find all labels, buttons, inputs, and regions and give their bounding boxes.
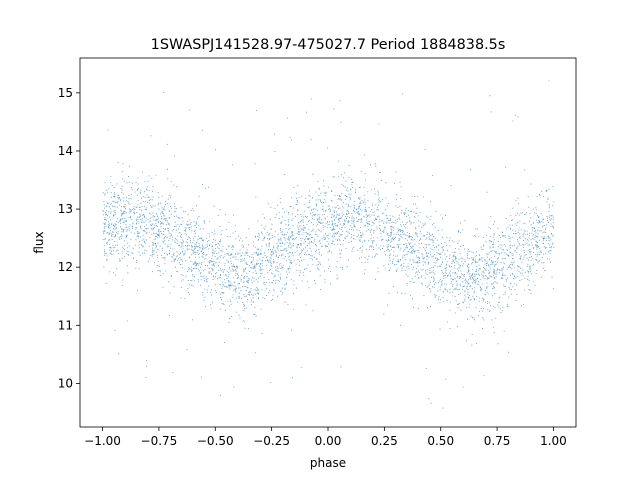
x-tick-label: 0.75 <box>484 434 511 448</box>
y-tick-label: 15 <box>58 86 73 100</box>
chart-title: 1SWASPJ141528.97-475027.7 Period 1884838… <box>151 37 506 53</box>
x-axis-label: phase <box>310 456 346 470</box>
y-axis-label: flux <box>32 231 46 253</box>
y-tick-label: 13 <box>58 202 73 216</box>
y-tick-label: 10 <box>58 376 73 390</box>
x-tick-label: −0.25 <box>253 434 290 448</box>
y-tick-label: 11 <box>58 318 73 332</box>
x-tick-label: 0.25 <box>371 434 398 448</box>
x-tick-label: 0.00 <box>315 434 342 448</box>
x-tick-label: 1.00 <box>540 434 567 448</box>
x-tick-label: 0.50 <box>427 434 454 448</box>
x-tick-label: −0.50 <box>197 434 234 448</box>
x-tick-label: −0.75 <box>141 434 178 448</box>
x-axis-ticks: −1.00 −0.75 −0.50 −0.25 0.00 0.25 0.50 0.75 1.00 <box>84 427 567 448</box>
y-tick-label: 12 <box>58 260 73 274</box>
x-tick-label: −1.00 <box>84 434 121 448</box>
y-axis-ticks: 10 11 12 13 14 15 <box>58 86 80 390</box>
y-tick-label: 14 <box>58 144 73 158</box>
